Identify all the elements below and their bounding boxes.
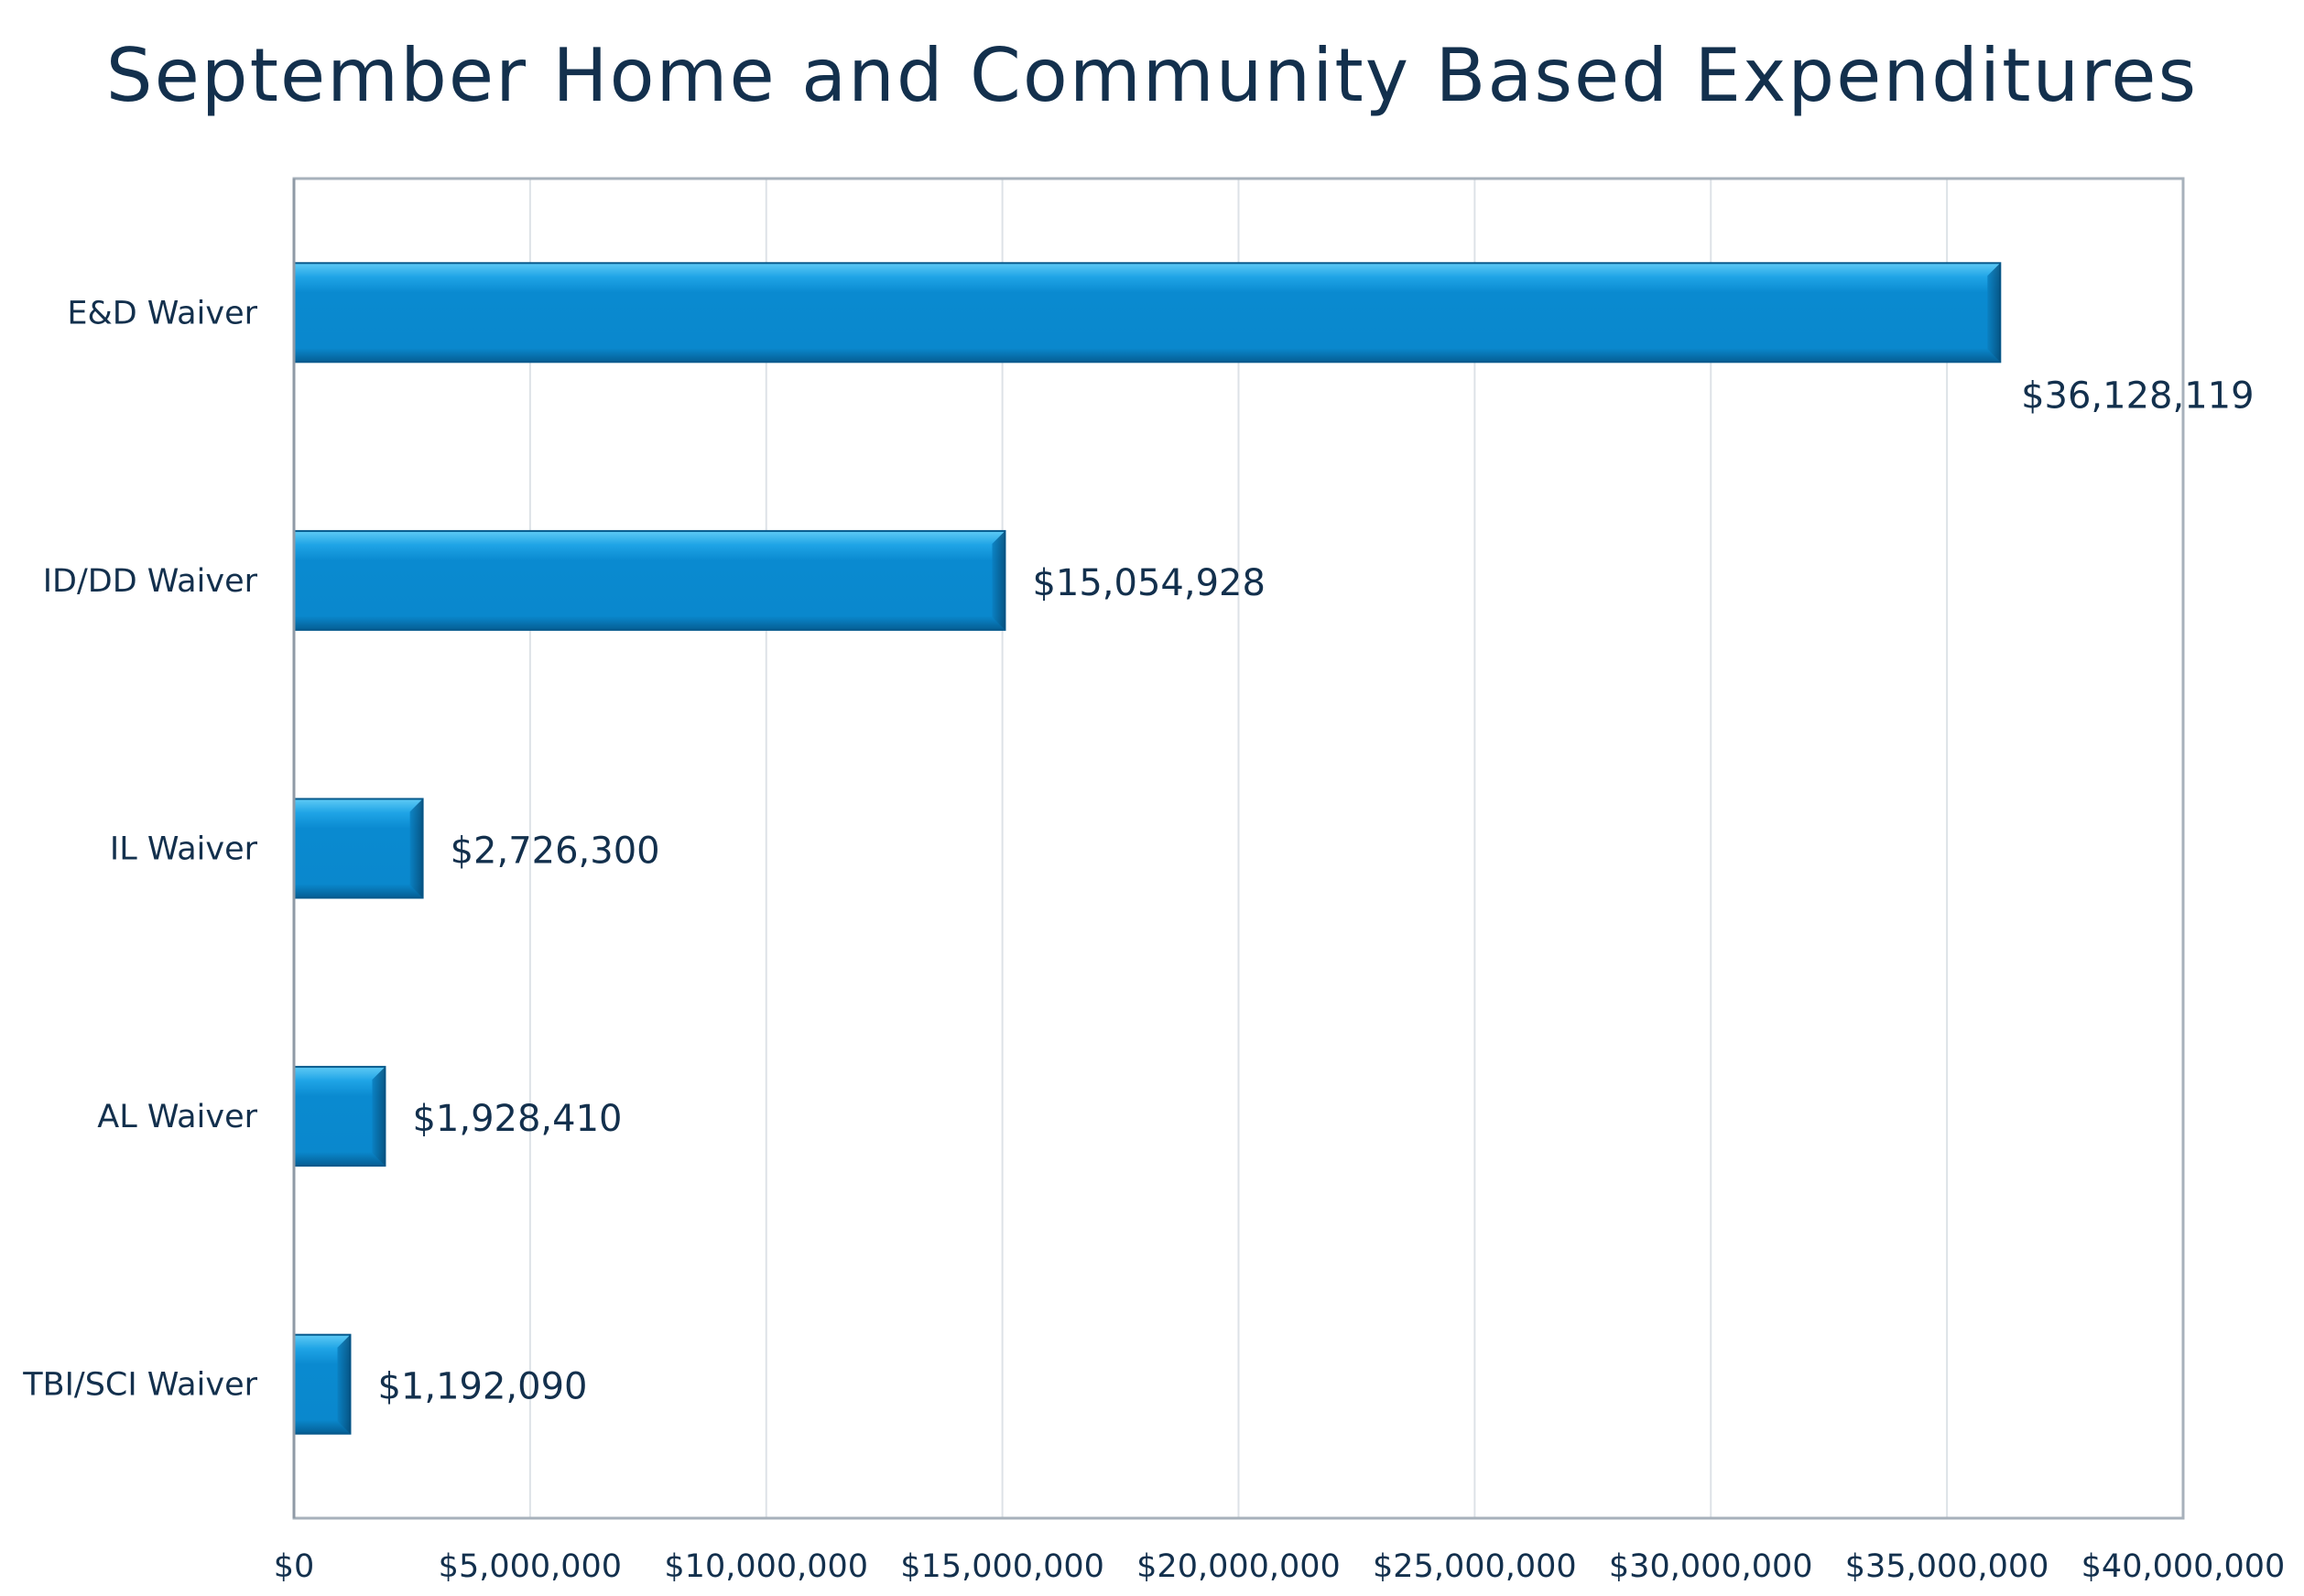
x-tick-label: $15,000,000 — [900, 1548, 1104, 1585]
data-label: $1,928,410 — [412, 1098, 622, 1140]
chart-title: September Home and Community Based Expen… — [106, 33, 2198, 118]
labels: $0 $5,000,000 $10,000,000 $15,000,000 $20,00… — [22, 295, 2285, 1585]
x-tick-label: $0 — [274, 1548, 315, 1585]
x-tick-label: $35,000,000 — [1845, 1548, 2049, 1585]
bar-3 — [293, 1066, 386, 1167]
x-tick-label: $30,000,000 — [1609, 1548, 1813, 1585]
data-label: $36,128,119 — [2021, 375, 2254, 417]
x-tick-label: $5,000,000 — [439, 1548, 622, 1585]
bar-end-bevel — [409, 798, 423, 898]
category-label: AL Waiver — [97, 1099, 257, 1135]
bar-0 — [293, 262, 2002, 364]
bars — [293, 262, 2002, 1435]
bar-end-bevel — [337, 1334, 351, 1434]
data-label: $15,054,928 — [1032, 562, 1265, 604]
bar-1 — [293, 529, 1006, 631]
x-tick-label: $20,000,000 — [1136, 1548, 1341, 1585]
data-label: $1,192,090 — [377, 1366, 587, 1408]
category-label: ID/DD Waiver — [43, 563, 258, 600]
bar-2 — [293, 798, 424, 899]
x-tick-label: $10,000,000 — [664, 1548, 868, 1585]
gridlines — [528, 179, 1949, 1518]
x-tick-label: $40,000,000 — [2081, 1548, 2286, 1585]
bar-end-bevel — [1987, 263, 2001, 363]
category-label: TBI/SCI Waiver — [22, 1367, 257, 1404]
bar-end-bevel — [372, 1067, 386, 1167]
category-label: IL Waiver — [110, 831, 258, 868]
x-tick-label: $25,000,000 — [1373, 1548, 1577, 1585]
bar-end-bevel — [992, 530, 1005, 630]
category-label: E&D Waiver — [67, 295, 257, 331]
data-label: $2,726,300 — [451, 831, 660, 873]
